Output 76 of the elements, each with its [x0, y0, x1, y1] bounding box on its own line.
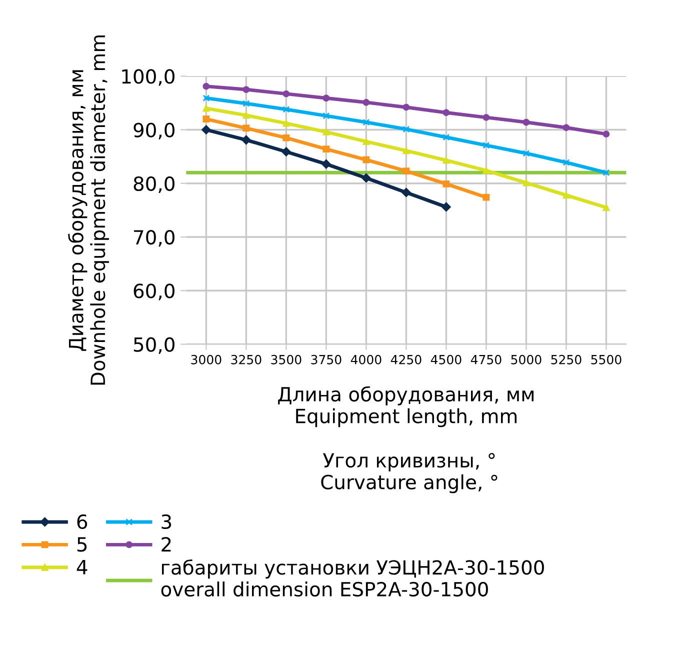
- point: [242, 135, 251, 145]
- point: [402, 126, 410, 133]
- x-tick-label: 3250: [231, 354, 262, 364]
- point: [602, 169, 610, 176]
- point: [242, 86, 250, 94]
- legend-label: 2: [162, 537, 171, 552]
- point: [242, 100, 250, 107]
- point: [562, 158, 570, 166]
- point: [482, 194, 490, 201]
- point: [442, 180, 450, 188]
- point: [442, 156, 450, 164]
- point: [202, 94, 210, 102]
- x-tick-label: 3500: [271, 354, 302, 364]
- x-tick-label: 4500: [430, 354, 462, 364]
- point: [402, 104, 410, 111]
- point: [282, 147, 291, 156]
- point: [362, 138, 370, 146]
- point: [322, 159, 331, 169]
- point: [202, 125, 211, 134]
- point: [322, 94, 330, 102]
- point: [322, 112, 330, 120]
- point: [362, 118, 370, 126]
- point: [402, 168, 410, 175]
- point: [602, 130, 610, 138]
- point: [522, 150, 530, 157]
- point: [362, 98, 370, 106]
- point: [402, 147, 410, 154]
- point: [242, 112, 250, 119]
- y-tick-label: 100,0: [122, 69, 174, 86]
- point: [322, 146, 330, 153]
- y-tick-label: 60,0: [134, 284, 174, 300]
- x-tick-label: 5250: [551, 354, 582, 364]
- legend-label: 4: [76, 560, 88, 574]
- line-series: [202, 94, 610, 176]
- point: [442, 109, 450, 116]
- point: [242, 124, 250, 132]
- point: [362, 156, 370, 164]
- point: [522, 179, 530, 186]
- x-tick-label: 4000: [350, 354, 382, 364]
- point: [202, 104, 210, 112]
- legend-label: габариты установки УЭЦН2А-30-1500 overall dimension ESP2A-30-1500: [161, 559, 544, 597]
- point: [282, 120, 290, 127]
- x-tick-label: 4750: [470, 354, 502, 364]
- legend-label: 3: [162, 514, 172, 530]
- point: [282, 106, 290, 113]
- y-axis-title: Диаметр оборудования, мм Downhole equipment diameter, mm: [68, 36, 109, 385]
- x-tick-label: 3000: [191, 354, 222, 364]
- x-tick-label: 5000: [511, 354, 542, 364]
- point: [602, 204, 610, 211]
- y-tick-label: 50,0: [134, 337, 174, 354]
- point: [482, 167, 490, 174]
- point: [562, 124, 570, 132]
- legend-label: 6: [77, 514, 88, 530]
- point: [362, 173, 371, 183]
- point: [202, 82, 210, 90]
- legend-title: Угол кривизны, ° Curvature angle, °: [321, 452, 498, 494]
- point: [282, 134, 290, 142]
- x-tick-label: 5500: [591, 354, 622, 364]
- point: [442, 202, 451, 212]
- x-tick-label: 4250: [390, 354, 422, 364]
- point: [322, 128, 330, 136]
- legend-label: 5: [77, 537, 87, 552]
- y-tick-label: 90,0: [134, 122, 174, 140]
- line-series: [202, 104, 610, 211]
- point: [522, 118, 530, 126]
- point: [442, 134, 450, 141]
- point: [282, 90, 290, 98]
- point: [202, 116, 210, 122]
- y-tick-label: 70,0: [134, 230, 174, 247]
- x-tick-label: 3750: [311, 354, 342, 364]
- x-axis-title: Длина оборудования, мм Equipment length, mm: [278, 386, 534, 428]
- point: [482, 114, 490, 121]
- point: [482, 142, 490, 149]
- point: [562, 192, 570, 199]
- y-tick-label: 80,0: [134, 176, 174, 194]
- point: [402, 188, 411, 198]
